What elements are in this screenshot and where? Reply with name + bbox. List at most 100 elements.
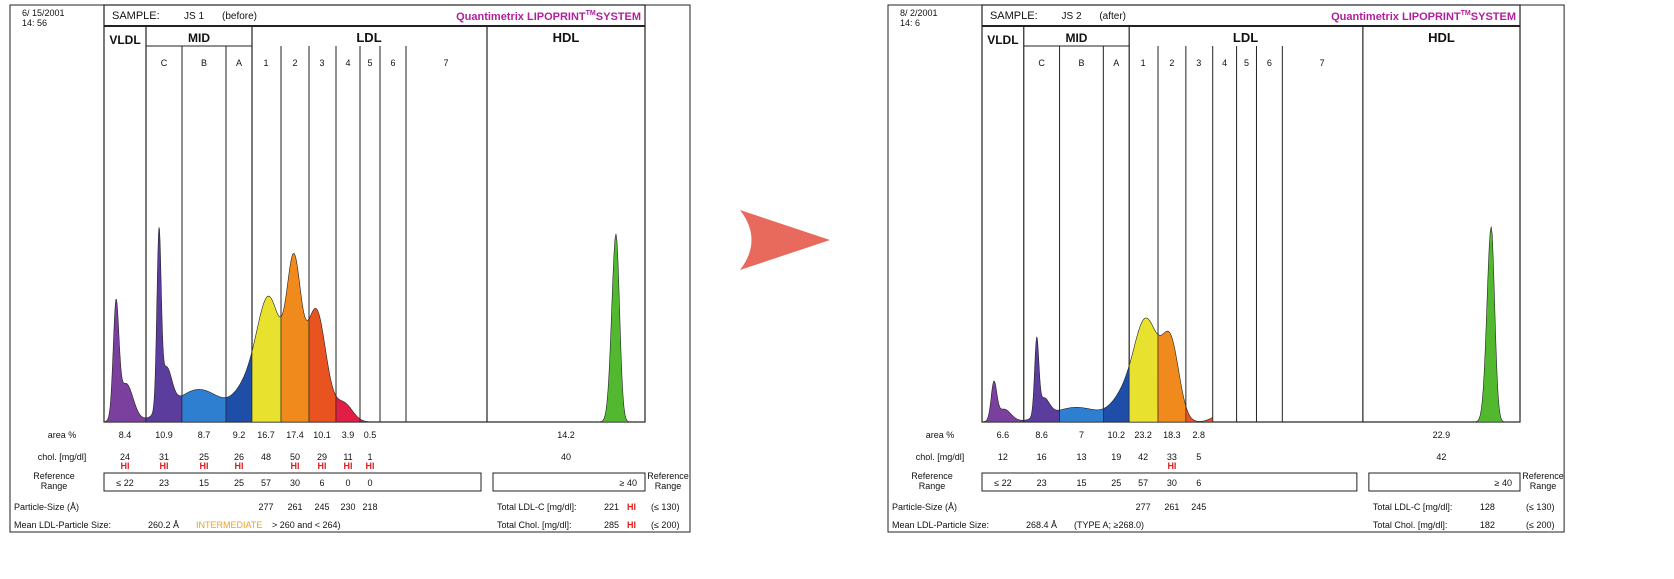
reference-value: 6 (319, 478, 324, 488)
fraction-label: 2 (1169, 58, 1174, 68)
class-header-vldl: VLDL (109, 33, 140, 47)
fraction-label: B (201, 58, 207, 68)
area-value: 3.9 (342, 430, 355, 440)
mean-size-type: INTERMEDIATE (196, 520, 262, 530)
reference-value: 0 (367, 478, 372, 488)
class-header-mid: MID (1065, 31, 1087, 45)
mid-a-area (1102, 365, 1130, 423)
right-arrow-icon (740, 210, 830, 270)
fraction-label: 1 (263, 58, 268, 68)
fraction-label: A (236, 58, 242, 68)
reference-value: 15 (199, 478, 209, 488)
area-value: 8.4 (119, 430, 132, 440)
report-time: 14: 6 (900, 18, 920, 28)
area-row-label: area % (48, 430, 77, 440)
reference-value: 57 (261, 478, 271, 488)
chol-value: 26 (234, 452, 244, 462)
report-time: 14: 56 (22, 18, 47, 28)
fraction-label: 7 (1320, 58, 1325, 68)
fraction-label: 2 (292, 58, 297, 68)
chol-value: 31 (159, 452, 169, 462)
chol-value: 24 (120, 452, 130, 462)
brand-name: Quantimetrix LIPOPRINT (1331, 11, 1461, 23)
area-value: 6.6 (997, 430, 1010, 440)
mid-c-area (145, 227, 183, 423)
fraction-label: B (1078, 58, 1084, 68)
hi-flag: HI (121, 461, 130, 471)
chol-value: 1 (367, 452, 372, 462)
reference-value: ≤ 22 (116, 478, 133, 488)
chol-value: 50 (290, 452, 300, 462)
fraction-label: 5 (367, 58, 372, 68)
mid-b-area (1059, 407, 1104, 423)
mid-c-area (1023, 336, 1060, 423)
area-value: 23.2 (1134, 430, 1152, 440)
fraction-label: 6 (1267, 58, 1272, 68)
area-value: 8.6 (1035, 430, 1048, 440)
before-lipoprint-report: 6/ 15/2001 14: 56 SAMPLE: JS 1 (before) Quant… (0, 0, 700, 574)
report-frame (887, 4, 1565, 533)
class-header-vldl: VLDL (987, 33, 1018, 47)
fraction-label: A (1113, 58, 1119, 68)
total-ldl-ref: (≤ 130) (1526, 502, 1554, 512)
area-value: 7 (1079, 430, 1084, 440)
total-ldl-label: Total LDL-C [mg/dl]: (497, 502, 577, 512)
ref-row-label-2: Range (41, 481, 68, 491)
total-chol-label: Total Chol. [mg/dl]: (497, 520, 572, 530)
mid-b-area (181, 389, 227, 423)
area-value: 0.5 (364, 430, 377, 440)
hdl-chol-value: 42 (1436, 452, 1446, 462)
hi-flag: HI (291, 461, 300, 471)
ref-right-label: Reference (647, 471, 689, 481)
reference-value: 15 (1076, 478, 1086, 488)
plot-frame (981, 4, 1521, 423)
reference-value: 25 (234, 478, 244, 488)
ldl3-area (1185, 406, 1214, 423)
class-header-ldl: LDL (356, 30, 381, 45)
reference-value: 23 (1037, 478, 1047, 488)
hdl-area-value: 22.9 (1433, 430, 1451, 440)
mean-size-type: (TYPE A; ≥268.0) (1074, 520, 1144, 530)
reference-value: 30 (290, 478, 300, 488)
particle-size-value: 245 (314, 502, 329, 512)
hdl-reference-value: ≥ 40 (620, 478, 637, 488)
hi-flag: HI (1167, 461, 1176, 471)
chol-value: 11 (343, 452, 352, 462)
reference-value: 57 (1138, 478, 1148, 488)
total-chol-ref: (≤ 200) (1526, 520, 1554, 530)
fraction-label: 4 (1222, 58, 1227, 68)
ldl3-area (308, 307, 337, 423)
total-chol-ref: (≤ 200) (651, 520, 679, 530)
fraction-label: 3 (1196, 58, 1201, 68)
area-value: 9.2 (233, 430, 246, 440)
particle-size-value: 230 (340, 502, 355, 512)
class-header-hdl: HDL (553, 30, 580, 45)
particle-size-value: 277 (1136, 502, 1151, 512)
reference-value: 0 (345, 478, 350, 488)
total-ldl-value: 128 (1480, 502, 1495, 512)
hdl-chol-value: 40 (561, 452, 571, 462)
area-value: 2.8 (1193, 430, 1206, 440)
fraction-label: C (161, 58, 168, 68)
sample-id: JS 2 (1062, 11, 1082, 22)
mid-a-area (225, 351, 253, 423)
chol-row-label: chol. [mg/dl] (38, 452, 87, 462)
area-value: 10.1 (313, 430, 331, 440)
fraction-label: 5 (1244, 58, 1249, 68)
ldl2-area (1157, 330, 1187, 423)
chol-value: 33 (1167, 452, 1177, 462)
area-value: 10.9 (155, 430, 173, 440)
brand-tm: TM (1461, 10, 1471, 17)
transition-arrow (735, 205, 835, 275)
mean-size-label: Mean LDL-Particle Size: (14, 520, 111, 530)
reference-value: 25 (1111, 478, 1121, 488)
sample-id: JS 1 (184, 11, 204, 22)
chol-value: 19 (1111, 452, 1121, 462)
mean-size-value: 260.2 Å (148, 520, 179, 530)
fraction-label: 1 (1141, 58, 1146, 68)
brand-tm: TM (586, 10, 596, 17)
chol-value: 16 (1037, 452, 1047, 462)
class-header-mid: MID (188, 31, 210, 45)
mean-size-value: 268.4 Å (1026, 520, 1057, 530)
